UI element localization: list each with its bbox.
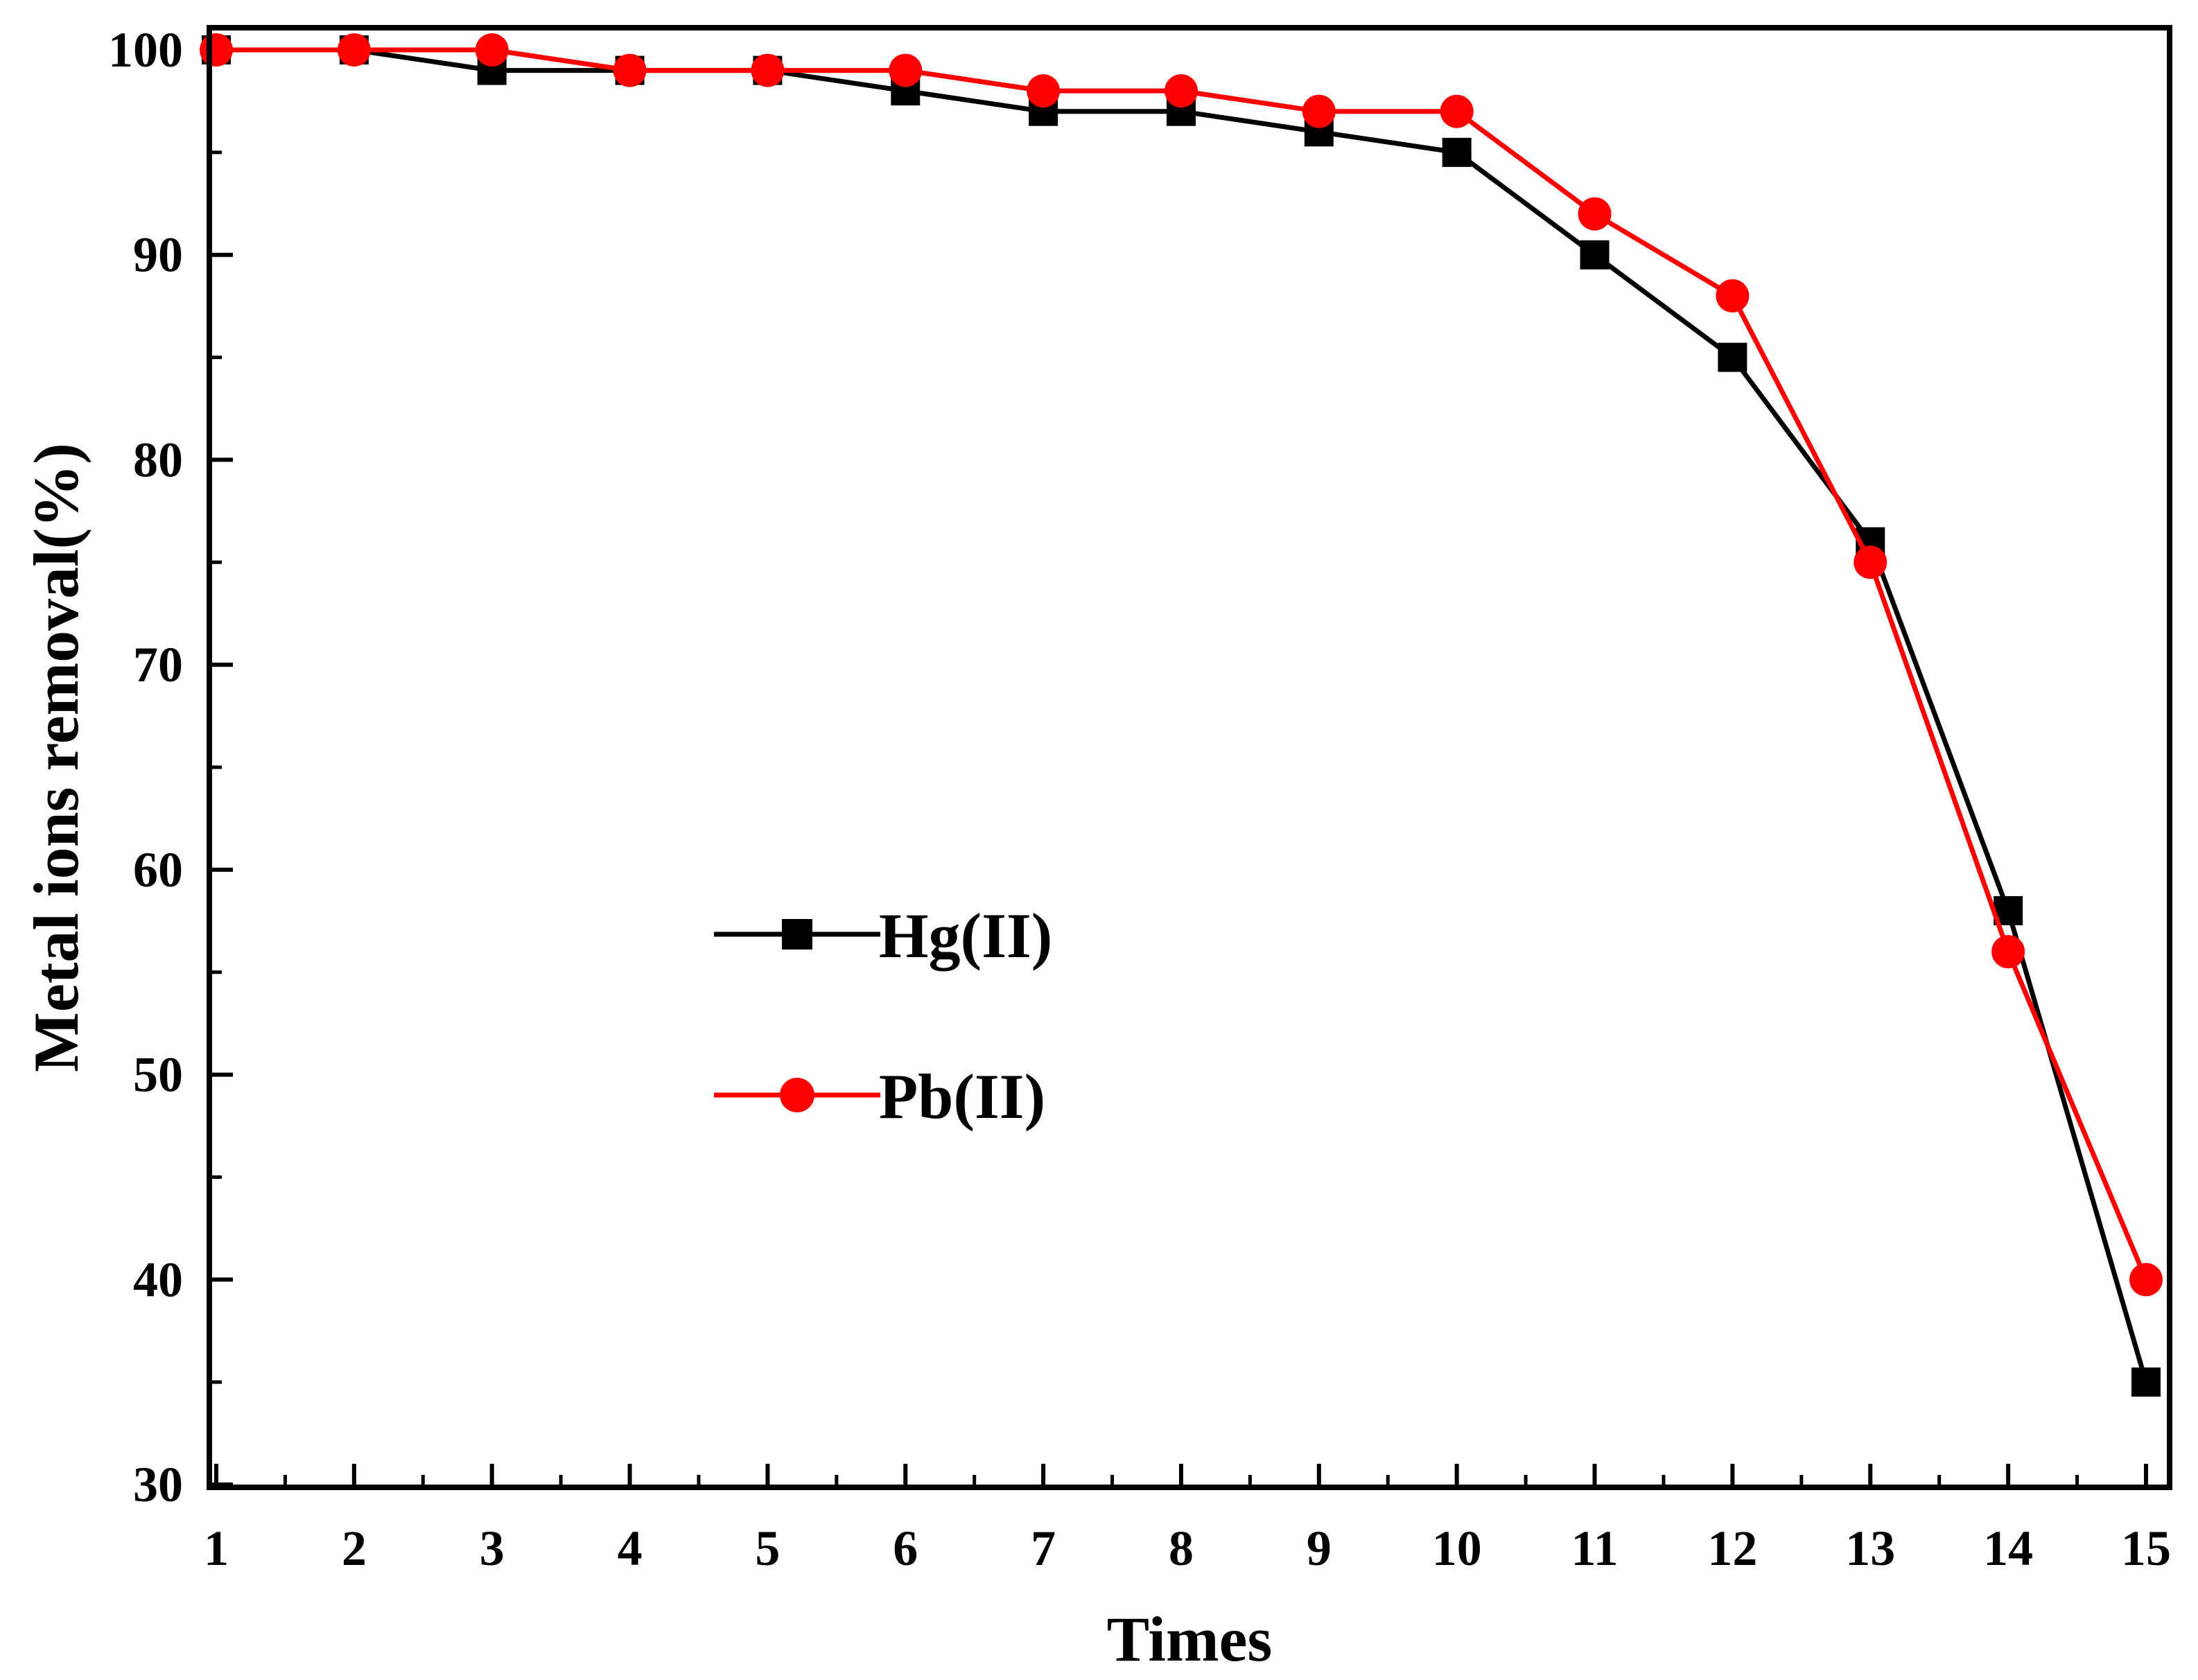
data-point bbox=[200, 33, 233, 67]
y-axis-title: Metal ions removal(%) bbox=[21, 443, 91, 1072]
y-tick-label: 80 bbox=[133, 432, 183, 487]
data-point bbox=[1578, 197, 1612, 231]
series-Pb(II) bbox=[200, 33, 2163, 1297]
data-point bbox=[1580, 240, 1610, 270]
y-tick-label: 90 bbox=[133, 227, 183, 283]
x-tick-label: 5 bbox=[755, 1521, 780, 1576]
legend-entry: Hg(II) bbox=[714, 900, 1052, 971]
data-point bbox=[1165, 74, 1198, 108]
legend-label: Hg(II) bbox=[879, 900, 1052, 971]
x-tick-label: 1 bbox=[204, 1521, 229, 1576]
data-point bbox=[1718, 342, 1747, 372]
x-tick-label: 6 bbox=[893, 1521, 918, 1576]
data-point bbox=[613, 53, 647, 87]
legend-label: Pb(II) bbox=[879, 1061, 1045, 1132]
plot-frame bbox=[207, 25, 2172, 1490]
x-axis-title: Times bbox=[1107, 1604, 1273, 1674]
y-tick-label: 70 bbox=[133, 637, 183, 692]
data-point bbox=[337, 33, 371, 67]
data-point bbox=[2131, 1367, 2161, 1397]
legend-marker bbox=[780, 1078, 814, 1112]
y-tick-label: 100 bbox=[108, 22, 183, 78]
x-tick-label: 9 bbox=[1307, 1521, 1332, 1576]
data-point bbox=[1027, 74, 1061, 108]
data-point bbox=[2129, 1263, 2163, 1297]
y-tick-label: 60 bbox=[133, 842, 183, 898]
y-tick-label: 30 bbox=[133, 1457, 183, 1512]
x-tick-label: 11 bbox=[1571, 1521, 1619, 1576]
x-tick-label: 14 bbox=[1983, 1521, 2033, 1576]
legend: Hg(II) Pb(II) bbox=[714, 900, 1052, 1132]
data-point bbox=[1302, 94, 1336, 128]
y-tick-label: 40 bbox=[133, 1252, 183, 1307]
x-tick-label: 13 bbox=[1845, 1521, 1895, 1576]
data-point bbox=[751, 53, 785, 87]
data-point bbox=[1442, 137, 1472, 167]
x-tick-label: 12 bbox=[1707, 1521, 1757, 1576]
legend-entry: Pb(II) bbox=[714, 1061, 1045, 1132]
data-point bbox=[1854, 545, 1887, 579]
x-tick-label: 3 bbox=[480, 1521, 505, 1576]
x-tick-label: 2 bbox=[342, 1521, 367, 1576]
x-tick-label: 4 bbox=[618, 1521, 643, 1576]
x-tick-label: 7 bbox=[1031, 1521, 1056, 1576]
data-point bbox=[889, 53, 923, 87]
data-point bbox=[475, 33, 509, 67]
x-tick-label: 10 bbox=[1432, 1521, 1482, 1576]
data-point bbox=[1716, 279, 1750, 313]
data-point bbox=[1440, 94, 1474, 128]
data-point bbox=[1991, 935, 2025, 969]
y-tick-label: 50 bbox=[133, 1047, 183, 1103]
x-tick-label: 8 bbox=[1169, 1521, 1194, 1576]
series-layer bbox=[200, 33, 2163, 1397]
x-tick-label: 15 bbox=[2121, 1521, 2171, 1576]
legend-marker bbox=[782, 919, 812, 950]
